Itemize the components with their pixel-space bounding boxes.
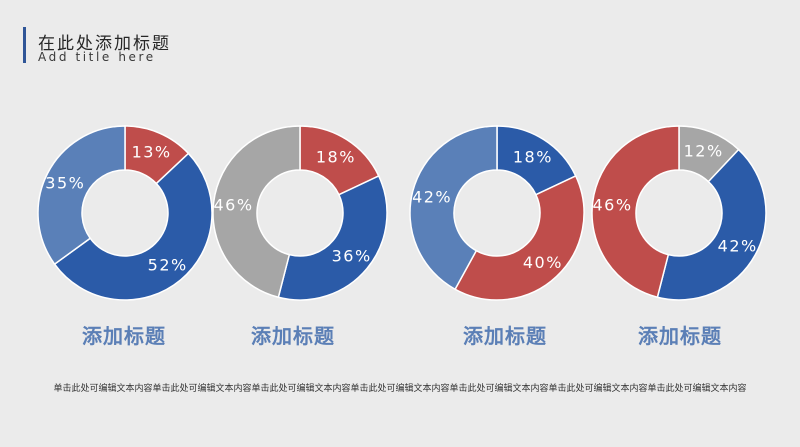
donut-2-label-2: 36% — [332, 247, 372, 266]
donut-2-slice-3 — [212, 125, 301, 299]
page-title: 在此处添加标题 — [38, 34, 171, 54]
donut-3-label-2: 40% — [523, 253, 563, 272]
page-subtitle: Add title here — [38, 50, 156, 64]
donut-2-label-3: 46% — [213, 196, 253, 215]
chart-title-3: 添加标题 — [463, 324, 547, 348]
title-accent-bar — [23, 27, 26, 63]
donut-3-slice-3 — [409, 125, 498, 291]
donut-1-label-1: 13% — [132, 143, 172, 162]
donut-4-label-3: 46% — [592, 196, 632, 215]
donut-4-label-1: 12% — [684, 142, 724, 161]
chart-title-2: 添加标题 — [251, 324, 335, 348]
donut-1-label-2: 52% — [148, 256, 188, 275]
donut-3-slice-2 — [454, 174, 585, 301]
donut-3-label-3: 42% — [412, 187, 452, 206]
donut-4-label-2: 42% — [718, 236, 758, 255]
donut-1-slice-3 — [37, 125, 126, 266]
donut-4-slice-2 — [656, 148, 767, 301]
donut-1-label-3: 35% — [45, 174, 85, 193]
donut-3-label-1: 18% — [513, 147, 553, 166]
donut-2-label-1: 18% — [316, 147, 356, 166]
chart-title-4: 添加标题 — [638, 324, 722, 348]
footer-text: 单击此处可编辑文本内容单击此处可编辑文本内容单击此处可编辑文本内容单击此处可编辑… — [53, 384, 747, 394]
chart-title-1: 添加标题 — [82, 324, 166, 348]
donut-2-slice-2 — [277, 174, 388, 301]
donut-1-slice-2 — [53, 152, 213, 301]
donut-4-slice-3 — [591, 125, 680, 299]
